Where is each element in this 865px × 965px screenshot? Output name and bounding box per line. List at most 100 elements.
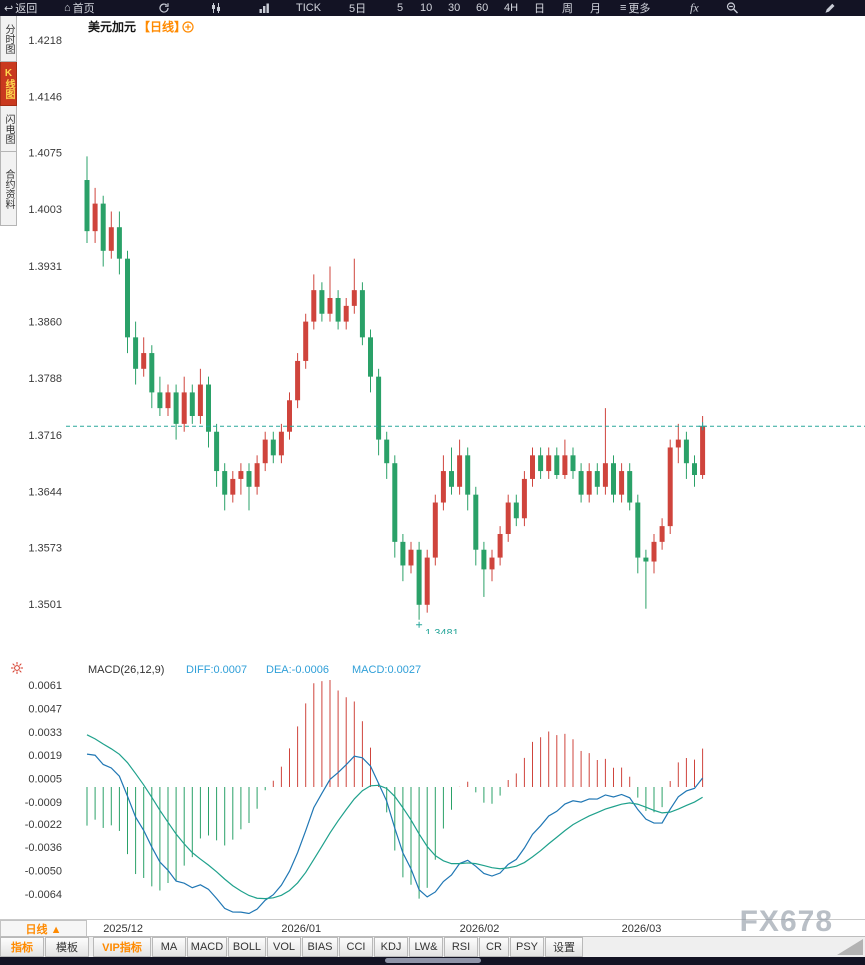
period-label: 周 bbox=[562, 3, 573, 15]
indicator-button-settings[interactable]: 设置 bbox=[545, 937, 583, 957]
macd-label: MACD(26,12,9) bbox=[88, 664, 164, 676]
kline-chart-button[interactable] bbox=[210, 2, 222, 14]
tab-label: 模板 bbox=[56, 942, 78, 954]
back-button[interactable]: ↩ 返回 bbox=[4, 0, 37, 16]
indicator-button-vip[interactable]: VIP指标 bbox=[93, 937, 151, 957]
formula-button[interactable]: fx bbox=[690, 1, 699, 16]
period-button-60m[interactable]: 60 bbox=[476, 2, 488, 14]
sidebar-tab-lightning-chart[interactable]: 闪电图 bbox=[0, 106, 17, 152]
svg-text:-0.0022: -0.0022 bbox=[25, 819, 62, 831]
indicator-button-cci[interactable]: CCI bbox=[339, 937, 373, 957]
more-indicators-arrow[interactable] bbox=[837, 939, 863, 955]
svg-text:1.4003: 1.4003 bbox=[28, 204, 62, 216]
svg-text:1.4075: 1.4075 bbox=[28, 147, 62, 159]
macd-settings-icon[interactable] bbox=[11, 662, 23, 674]
indicator-button-bias[interactable]: BIAS bbox=[302, 937, 338, 957]
home-button[interactable]: ⌂ 首页 bbox=[64, 0, 95, 16]
back-label: 返回 bbox=[15, 3, 38, 15]
period-button-week[interactable]: 周 bbox=[562, 0, 573, 16]
pencil-icon bbox=[824, 2, 836, 14]
macd-macd-value: MACD:0.0027 bbox=[352, 664, 421, 676]
svg-text:1.4146: 1.4146 bbox=[28, 92, 62, 104]
indicator-label: VIP指标 bbox=[102, 942, 142, 954]
draw-button[interactable] bbox=[824, 2, 836, 14]
indicator-button-lwr[interactable]: LW& bbox=[409, 937, 443, 957]
more-button[interactable]: ≡ 更多 bbox=[620, 0, 650, 16]
indicator-button-cr[interactable]: CR bbox=[479, 937, 509, 957]
svg-text:0.0061: 0.0061 bbox=[28, 680, 62, 692]
sidebar-tab-label: K线图 bbox=[3, 68, 14, 99]
period-button-day[interactable]: 日 bbox=[534, 0, 545, 16]
indicator-button-vol[interactable]: VOL bbox=[267, 937, 301, 957]
svg-text:2026/03: 2026/03 bbox=[622, 923, 662, 935]
svg-text:1.3501: 1.3501 bbox=[28, 599, 62, 611]
indicator-tabbar: 指标 模板 VIP指标 MA MACD BOLL VOL BIAS CCI KD… bbox=[0, 936, 865, 957]
period-label: 4H bbox=[504, 2, 519, 14]
tabbar-filler bbox=[584, 937, 865, 957]
sidebar-tab-kline-chart[interactable]: K线图 bbox=[0, 62, 17, 106]
period-button-10m[interactable]: 10 bbox=[420, 2, 432, 14]
period-label: 5 bbox=[397, 2, 404, 14]
indicator-button-rsi[interactable]: RSI bbox=[444, 937, 478, 957]
volume-chart-button[interactable] bbox=[258, 2, 270, 14]
indicator-label: MA bbox=[160, 941, 178, 953]
chart-canvas[interactable]: 美元加元 【日线】 1.4218 1.4146 1.4075 1.4003 1.3931… bbox=[0, 16, 865, 937]
sidebar-tab-label: 分时图 bbox=[3, 23, 14, 54]
svg-text:1.3860: 1.3860 bbox=[28, 317, 62, 329]
horizontal-scrollbar[interactable] bbox=[0, 957, 865, 965]
refresh-button[interactable] bbox=[158, 2, 170, 14]
indicator-button-psy[interactable]: PSY bbox=[510, 937, 544, 957]
refresh-icon bbox=[158, 2, 170, 14]
period-label: 月 bbox=[590, 3, 601, 15]
top-toolbar: ↩ 返回 ⌂ 首页 TICK 5日 5 10 30 60 4H 日 周 月 ≡ … bbox=[0, 0, 865, 16]
period-label: 10 bbox=[420, 2, 433, 14]
svg-text:0.0005: 0.0005 bbox=[28, 774, 62, 786]
period-button-month[interactable]: 月 bbox=[590, 0, 601, 16]
indicator-label: BIAS bbox=[307, 941, 333, 953]
indicator-button-boll[interactable]: BOLL bbox=[228, 937, 266, 957]
period-tag: 【日线】 bbox=[138, 19, 186, 34]
more-label: 更多 bbox=[628, 3, 651, 15]
indicator-label: 设置 bbox=[553, 942, 575, 954]
period-button-5m[interactable]: 5 bbox=[397, 2, 403, 14]
scrollbar-handle[interactable] bbox=[385, 958, 481, 963]
svg-text:1.3716: 1.3716 bbox=[28, 430, 62, 442]
svg-text:2025/12: 2025/12 bbox=[103, 923, 143, 935]
indicator-button-macd[interactable]: MACD bbox=[187, 937, 227, 957]
sidebar-tab-label: 闪电图 bbox=[3, 113, 14, 144]
period-button-tick[interactable]: TICK bbox=[296, 2, 321, 14]
back-icon: ↩ bbox=[4, 2, 14, 15]
svg-text:1.3788: 1.3788 bbox=[28, 373, 62, 385]
date-axis: 2025/12 2026/01 2026/02 2026/03 bbox=[103, 923, 661, 935]
home-label: 首页 bbox=[72, 3, 95, 15]
period-button-5d[interactable]: 5日 bbox=[349, 0, 366, 16]
current-period-tab[interactable]: 日线 ▲ bbox=[0, 920, 87, 937]
svg-text:1.4218: 1.4218 bbox=[28, 35, 62, 47]
sidebar-tab-time-chart[interactable]: 分时图 bbox=[0, 16, 17, 62]
macd-series bbox=[86, 680, 704, 914]
axis-labels: 1.4218 1.4146 1.4075 1.4003 1.3931 1.3860 1.37… bbox=[25, 35, 62, 901]
period-label: 30 bbox=[448, 2, 461, 14]
indicator-label: CCI bbox=[346, 941, 366, 953]
indicator-label: RSI bbox=[451, 941, 471, 953]
tab-templates[interactable]: 模板 bbox=[45, 937, 89, 957]
indicator-button-ma[interactable]: MA bbox=[152, 937, 186, 957]
indicator-label: PSY bbox=[515, 941, 538, 953]
zoom-out-button[interactable] bbox=[726, 2, 739, 15]
watermark: FX678 bbox=[740, 905, 833, 937]
indicator-label: MACD bbox=[190, 941, 224, 953]
kline-chart-icon bbox=[210, 2, 222, 14]
symbol-title: 美元加元 bbox=[88, 19, 136, 34]
period-button-30m[interactable]: 30 bbox=[448, 2, 460, 14]
svg-text:0.0047: 0.0047 bbox=[28, 703, 62, 715]
sidebar-tab-label: 合约资料 bbox=[3, 168, 14, 209]
sidebar-tab-contract-info[interactable]: 合约资料 bbox=[0, 152, 17, 226]
period-button-4h[interactable]: 4H bbox=[504, 2, 518, 14]
add-indicator-icon[interactable] bbox=[182, 21, 194, 33]
fx-label: fx bbox=[690, 0, 699, 15]
indicator-button-kdj[interactable]: KDJ bbox=[374, 937, 408, 957]
chart-type-sidebar: 分时图 K线图 闪电图 合约资料 bbox=[0, 16, 17, 226]
svg-text:-0.0064: -0.0064 bbox=[25, 889, 62, 901]
svg-text:0.0033: 0.0033 bbox=[28, 727, 62, 739]
tab-indicators[interactable]: 指标 bbox=[0, 937, 44, 957]
